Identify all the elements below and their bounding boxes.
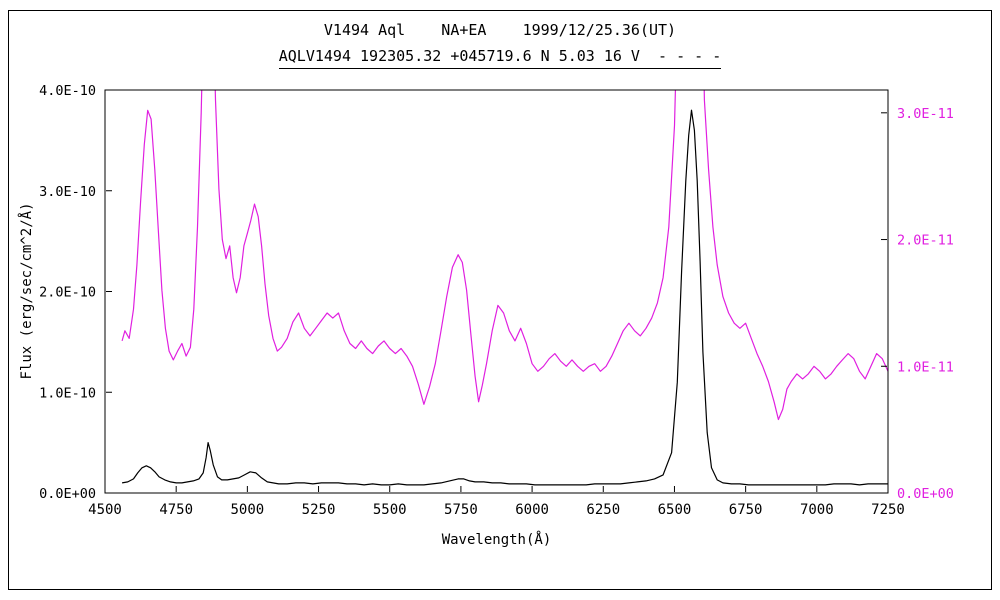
left-tick-label: 2.0E-10 xyxy=(39,285,96,301)
x-tick-label: 6750 xyxy=(729,502,763,518)
outer-border xyxy=(8,10,992,590)
x-axis-label: Wavelength(Å) xyxy=(441,532,552,548)
chart-subtitle-row: AQLV1494 192305.32 +045719.6 N 5.03 16 V… xyxy=(0,46,1000,69)
left-tick-label: 3.0E-10 xyxy=(39,184,96,200)
x-tick-label: 6500 xyxy=(658,502,692,518)
right-tick-label: 2.0E-11 xyxy=(897,233,954,249)
chart-title: V1494 Aql NA+EA 1999/12/25.36(UT) xyxy=(323,21,677,39)
magenta-spectrum-right-axis xyxy=(121,90,888,421)
x-tick-label: 5500 xyxy=(373,502,407,518)
x-tick-label: 5750 xyxy=(444,502,478,518)
left-tick-label: 4.0E-10 xyxy=(39,83,96,99)
black-spectrum-left-axis xyxy=(121,109,888,486)
chart-subtitle: AQLV1494 192305.32 +045719.6 N 5.03 16 V… xyxy=(278,47,722,69)
x-tick-label: 6000 xyxy=(515,502,549,518)
left-tick-label: 0.0E+00 xyxy=(39,486,96,502)
x-tick-label: 5000 xyxy=(231,502,265,518)
plot-frame xyxy=(104,89,889,494)
right-tick-label: 1.0E-11 xyxy=(897,359,954,375)
x-tick-label: 5250 xyxy=(302,502,336,518)
x-tick-label: 7250 xyxy=(871,502,905,518)
x-tick-label: 4750 xyxy=(159,502,193,518)
right-tick-label: 3.0E-11 xyxy=(897,106,954,122)
right-tick-label: 0.0E+00 xyxy=(897,486,954,502)
left-tick-label: 1.0E-10 xyxy=(39,385,96,401)
x-tick-label: 7000 xyxy=(800,502,834,518)
x-tick-label: 4500 xyxy=(88,502,122,518)
x-tick-label: 6250 xyxy=(586,502,620,518)
